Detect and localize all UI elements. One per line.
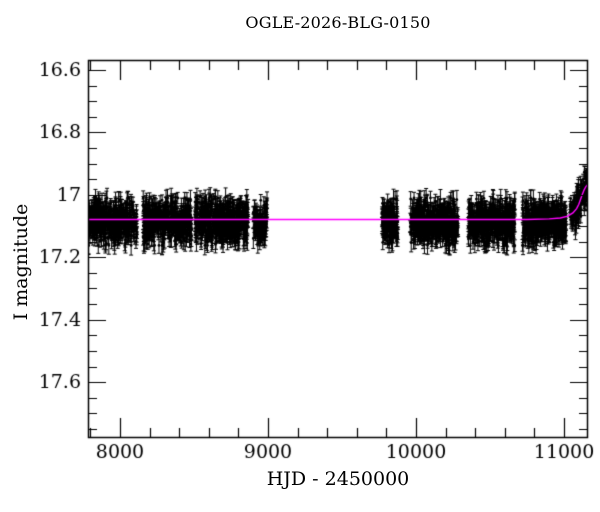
- x-axis-label: HJD - 2450000: [266, 468, 410, 490]
- y-axis-label: I magnitude: [10, 203, 32, 321]
- chart-title: OGLE-2026-BLG-0150: [245, 13, 431, 32]
